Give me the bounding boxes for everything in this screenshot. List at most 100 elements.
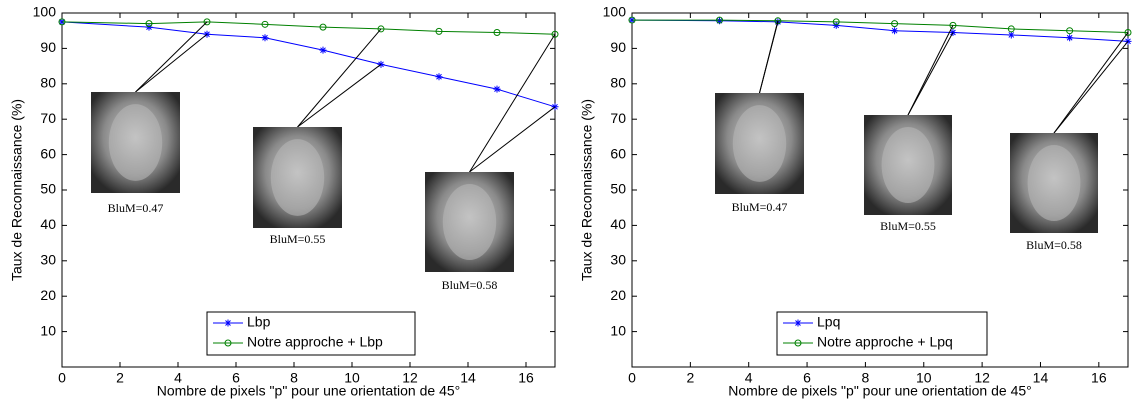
point — [435, 27, 443, 35]
y-axis-label: Taux de Reconnaissance (%) — [579, 99, 595, 281]
face-shape — [108, 104, 163, 181]
x-tick-label: 12 — [402, 370, 418, 386]
point — [145, 20, 153, 28]
y-tick-label: 70 — [610, 110, 626, 126]
face-shape — [442, 184, 497, 260]
x-tick-label: 6 — [232, 370, 240, 386]
y-tick-label: 70 — [40, 110, 56, 126]
annotation: BluM=0.47 — [732, 200, 788, 214]
connector — [297, 28, 382, 128]
connector — [135, 21, 208, 93]
y-tick-label: 50 — [610, 181, 626, 197]
y-tick-label: 50 — [40, 181, 56, 197]
face-shape — [881, 127, 935, 203]
point — [145, 23, 153, 31]
point — [377, 25, 385, 33]
x-tick-label: 0 — [628, 370, 636, 386]
point — [716, 17, 724, 25]
y-tick-label: 90 — [610, 39, 626, 55]
x-tick-label: 14 — [1033, 370, 1049, 386]
connector — [759, 20, 779, 94]
y-tick-label: 40 — [40, 216, 56, 232]
point — [435, 73, 443, 81]
y-tick-label: 90 — [40, 39, 56, 55]
point — [203, 18, 211, 26]
connector — [469, 106, 556, 173]
legend-label: Notre approche + Lbp — [247, 334, 383, 350]
point — [628, 16, 636, 24]
connector — [1053, 32, 1129, 134]
connector — [907, 32, 954, 116]
point — [58, 18, 66, 26]
face-shape — [270, 139, 325, 216]
annotation: BluM=0.55 — [880, 219, 936, 233]
y-tick-label: 60 — [40, 145, 56, 161]
point — [1007, 31, 1015, 39]
point — [716, 16, 724, 24]
annotation: BluM=0.58 — [1026, 238, 1082, 252]
y-tick-label: 30 — [610, 252, 626, 268]
point — [832, 18, 840, 26]
annotation: BluM=0.47 — [108, 201, 164, 215]
point — [319, 23, 327, 31]
x-tick-label: 8 — [862, 370, 870, 386]
x-axis-label: Nombre de pixels "p" pour une orientatio… — [157, 383, 461, 399]
x-tick-label: 4 — [174, 370, 182, 386]
x-tick-label: 2 — [116, 370, 124, 386]
y-tick-label: 40 — [610, 216, 626, 232]
connector — [135, 33, 208, 93]
legend-marker — [224, 319, 232, 327]
x-axis-label: Nombre de pixels "p" pour une orientatio… — [728, 383, 1032, 399]
point — [949, 21, 957, 29]
connector — [1053, 41, 1129, 134]
legend-label: Notre approche + Lpq — [817, 334, 953, 350]
x-tick-label: 16 — [1091, 370, 1107, 386]
point — [1066, 34, 1074, 42]
legend-marker — [794, 319, 802, 327]
point — [493, 28, 501, 36]
legend-label: Lpq — [817, 314, 840, 330]
annotation: BluM=0.55 — [270, 232, 326, 246]
y-tick-label: 100 — [603, 4, 627, 20]
x-tick-label: 10 — [344, 370, 360, 386]
point — [1007, 25, 1015, 33]
point — [551, 30, 559, 38]
legend-box — [776, 311, 988, 356]
x-tick-label: 14 — [460, 370, 476, 386]
point — [493, 85, 501, 93]
x-tick-label: 12 — [974, 370, 990, 386]
point — [832, 21, 840, 29]
legend-marker — [794, 339, 802, 347]
face-shape — [1027, 145, 1081, 221]
face-shape — [732, 105, 787, 182]
annotation: BluM=0.58 — [442, 278, 498, 292]
y-tick-label: 30 — [40, 252, 56, 268]
point — [261, 34, 269, 42]
point — [261, 20, 269, 28]
point — [319, 46, 327, 54]
y-tick-label: 10 — [40, 322, 56, 338]
connector — [297, 63, 382, 128]
y-tick-label: 10 — [610, 322, 626, 338]
x-tick-label: 16 — [518, 370, 534, 386]
legend-label: Lbp — [247, 314, 271, 330]
x-tick-label: 8 — [290, 370, 298, 386]
y-tick-label: 80 — [40, 75, 56, 91]
series-line — [632, 19, 1129, 33]
x-tick-label: 10 — [916, 370, 932, 386]
x-tick-label: 4 — [745, 370, 753, 386]
legend-marker — [224, 339, 232, 347]
y-tick-label: 80 — [610, 75, 626, 91]
series-line — [61, 21, 556, 35]
connector — [469, 33, 556, 173]
point — [891, 20, 899, 28]
point — [891, 27, 899, 35]
y-tick-label: 20 — [610, 287, 626, 303]
legend-box — [206, 311, 416, 356]
connector — [907, 25, 954, 116]
y-tick-label: 60 — [610, 145, 626, 161]
point — [1066, 27, 1074, 35]
y-tick-label: 20 — [40, 287, 56, 303]
